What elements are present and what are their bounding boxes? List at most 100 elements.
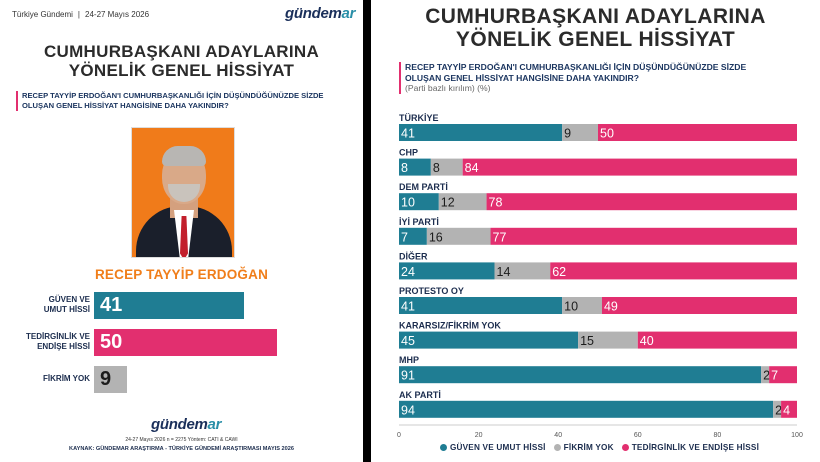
data-label: 7 [401, 230, 408, 244]
left-bar: 41 [94, 292, 244, 319]
data-label: 49 [604, 300, 618, 314]
category-label: DEM PARTİ [399, 182, 448, 192]
survey-header: Türkiye Gündemi | 24-27 Mayıs 2026 [12, 10, 150, 19]
bar-segment [399, 193, 439, 211]
data-label: 2 [775, 403, 782, 417]
data-label: 24 [401, 265, 415, 279]
data-label: 8 [433, 161, 440, 175]
legend-swatch [621, 444, 629, 451]
left-bar-label: FİKRİM YOK [43, 374, 90, 383]
x-tick-label: 20 [475, 432, 483, 439]
question-subtitle: (Parti bazlı kırılım) (%) [405, 83, 491, 93]
data-label: 41 [401, 300, 415, 314]
data-label: 84 [465, 161, 479, 175]
bar-segment [399, 400, 774, 418]
data-label: 50 [600, 127, 614, 141]
legend-swatch [553, 444, 561, 451]
bar-segment [399, 227, 427, 245]
data-label: 9 [564, 127, 571, 141]
bar-segment [490, 227, 797, 245]
bar-segment [426, 227, 491, 245]
gundemar-logo-top: gündemar [285, 5, 356, 22]
party-breakdown-chart: TÜRKİYE 41 9 50 CHP 8 8 84 DEM PARTİ 10 12 78 İYİ PA… [397, 113, 803, 439]
left-question: RECEP TAYYİP ERDOĞAN'I CUMHURBAŞKANLIĞI … [16, 91, 346, 111]
category-label: TÜRKİYE [399, 113, 439, 123]
x-tick-label: 40 [554, 432, 562, 439]
chart-legend: GÜVEN VE UMUT HİSSİ FİKRİM YOK TEDİRGİNLİK… [371, 443, 820, 452]
data-label: 10 [564, 300, 578, 314]
data-label: 78 [489, 196, 503, 210]
left-bar: 9 [94, 366, 127, 393]
bar-segment [598, 124, 797, 141]
data-label: 91 [401, 369, 415, 383]
data-label: 62 [552, 265, 566, 279]
legend-entry: TEDİRGİNLİK VE ENDİŞE HİSSİ [631, 443, 760, 452]
legend-entry: GÜVEN VE UMUT HİSSİ [449, 443, 546, 452]
gundemar-logo-bottom: gündemar [151, 416, 222, 433]
bar-segment [769, 366, 797, 384]
x-tick-label: 60 [634, 432, 642, 439]
survey-date: 24-27 Mayıs 2026 [85, 10, 150, 19]
bar-segment [399, 331, 579, 349]
data-label: 41 [401, 127, 415, 141]
category-label: CHP [399, 148, 418, 158]
candidate-name: RECEP TAYYİP ERDOĞAN [94, 267, 269, 282]
bar-segment [430, 158, 463, 176]
data-label: 45 [401, 334, 415, 348]
category-label: KARARSIZ/FİKRİM YOK [399, 321, 501, 331]
left-bar-value: 41 [100, 294, 123, 316]
left-bar-label: TEDİRGİNLİK VE ENDİŞE HİSSİ [25, 332, 90, 351]
legend-entry: FİKRİM YOK [563, 443, 614, 452]
category-label: İYİ PARTİ [399, 217, 439, 227]
data-label: 77 [493, 230, 507, 244]
bar-segment [637, 331, 797, 349]
x-tick-label: 80 [714, 432, 722, 439]
bar-segment [494, 262, 551, 280]
data-label: 2 [763, 369, 770, 383]
data-label: 7 [771, 369, 778, 383]
data-label: 12 [441, 196, 455, 210]
legend-swatch [439, 444, 447, 451]
right-title: CUMHURBAŞKANI ADAYLARINA YÖNELİK GENEL H… [425, 5, 766, 51]
data-label: 14 [497, 265, 511, 279]
bar-segment [761, 366, 770, 384]
bar-segment [438, 193, 487, 211]
right-question: RECEP TAYYİP ERDOĞAN'I CUMHURBAŞKANLIĞI … [399, 62, 819, 94]
bar-segment [601, 297, 797, 314]
survey-name: Türkiye Gündemi [12, 10, 73, 19]
survey-meta: 24-27 Mayıs 2026 n = 2275 Yöntem: CATI &… [125, 437, 238, 443]
bar-segment [399, 262, 495, 280]
data-label: 10 [401, 196, 415, 210]
data-label: 4 [783, 403, 790, 417]
data-label: 40 [640, 334, 654, 348]
candidate-photo [131, 127, 235, 258]
data-label: 8 [401, 161, 408, 175]
data-label: 94 [401, 403, 415, 417]
survey-source: KAYNAK: GÜNDEMAR ARAŞTIRMA - TÜRKİYE GÜN… [69, 446, 294, 452]
category-label: MHP [399, 355, 419, 365]
left-bar-value: 50 [100, 331, 123, 353]
bar-segment [399, 366, 762, 384]
category-label: AK PARTİ [399, 390, 441, 400]
left-bar: 50 [94, 329, 277, 356]
bar-segment [399, 158, 431, 176]
bar-segment [399, 297, 563, 314]
bar-segment [399, 124, 563, 141]
bar-segment [486, 193, 797, 211]
left-title: CUMHURBAŞKANI ADAYLARINA YÖNELİK GENEL H… [43, 42, 320, 80]
data-label: 15 [580, 334, 594, 348]
bar-segment [578, 331, 638, 349]
left-bar-label: GÜVEN VE UMUT HİSSİ [43, 295, 90, 314]
bar-segment [773, 400, 782, 418]
category-label: PROTESTO OY [399, 286, 464, 296]
right-panel: CUMHURBAŞKANI ADAYLARINA YÖNELİK GENEL H… [371, 0, 820, 462]
category-label: DİĞER [399, 250, 428, 261]
x-tick-label: 0 [397, 432, 401, 439]
left-bar-value: 9 [100, 368, 112, 390]
bar-segment [562, 297, 602, 314]
bar-segment [462, 158, 797, 176]
bar-segment [781, 400, 797, 418]
data-label: 16 [429, 230, 443, 244]
x-tick-label: 100 [791, 432, 803, 439]
bar-segment [562, 124, 598, 141]
